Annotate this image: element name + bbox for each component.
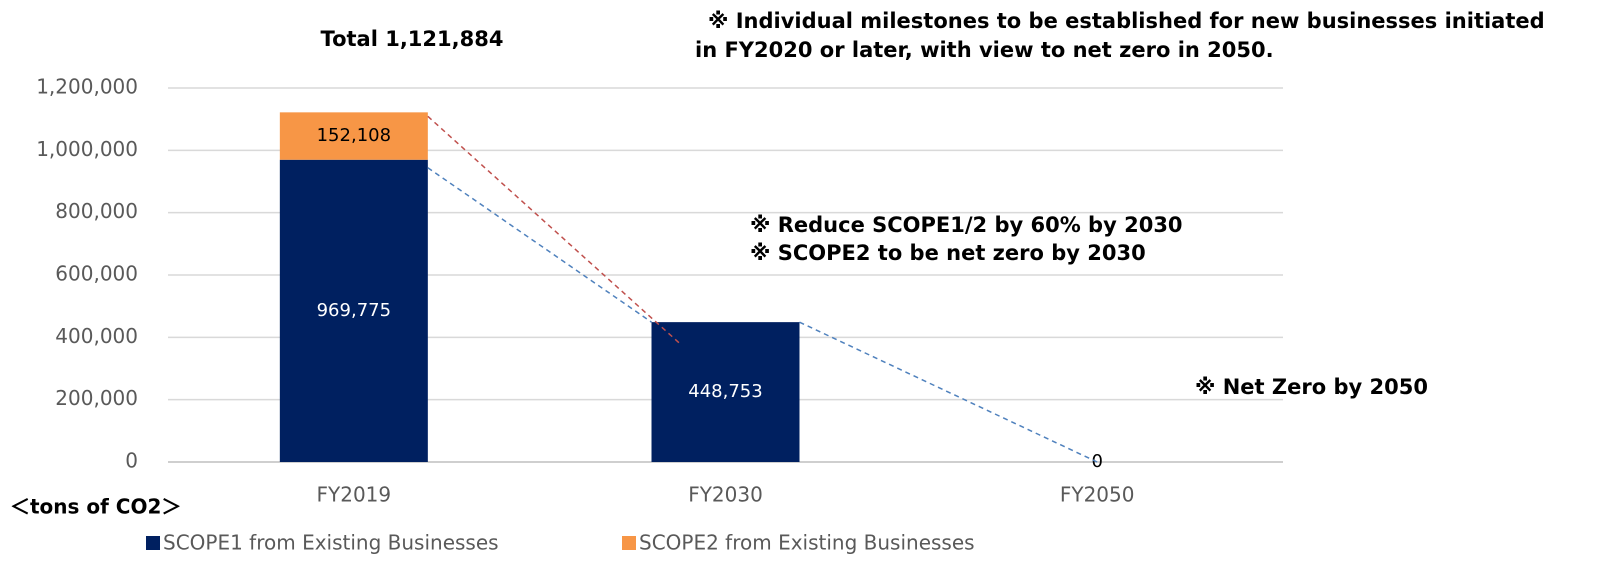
y-tick-label: 0	[125, 449, 138, 473]
y-tick-label: 1,000,000	[36, 137, 138, 161]
legend-swatch	[146, 536, 160, 550]
data-label: 152,108	[317, 125, 391, 146]
trend-line	[799, 321, 1098, 463]
y-tick-label: 600,000	[55, 262, 138, 286]
annotation: ※ Net Zero by 2050	[1195, 375, 1428, 399]
legend-label: SCOPE1 from Existing Businesses	[163, 531, 499, 555]
data-label: 969,775	[317, 300, 391, 321]
x-tick-label: FY2019	[317, 483, 392, 507]
y-tick-label: 400,000	[55, 324, 138, 348]
total-annotation: Total 1,121,884	[321, 27, 504, 51]
y-tick-label: 1,200,000	[36, 75, 138, 99]
bar-segment	[651, 322, 800, 462]
x-tick-label: FY2050	[1060, 483, 1135, 507]
annotation: ※ SCOPE2 to be net zero by 2030	[750, 241, 1146, 265]
legend-label: SCOPE2 from Existing Businesses	[639, 531, 975, 555]
bar-segment	[279, 112, 428, 160]
annotation: in FY2020 or later, with view to net zer…	[695, 38, 1274, 62]
y-axis-label: ＜tons of CO2＞	[10, 495, 181, 519]
trend-line	[427, 115, 683, 346]
x-tick-label: FY2030	[688, 483, 763, 507]
y-tick-label: 800,000	[55, 199, 138, 223]
data-label: 448,753	[688, 381, 762, 402]
y-tick-label: 200,000	[55, 386, 138, 410]
annotation: ※ Individual milestones to be establishe…	[708, 9, 1545, 33]
annotation: ※ Reduce SCOPE1/2 by 60% by 2030	[750, 213, 1183, 237]
trend-line	[427, 167, 652, 323]
legend-swatch	[622, 536, 636, 550]
bar-segment	[279, 159, 428, 462]
